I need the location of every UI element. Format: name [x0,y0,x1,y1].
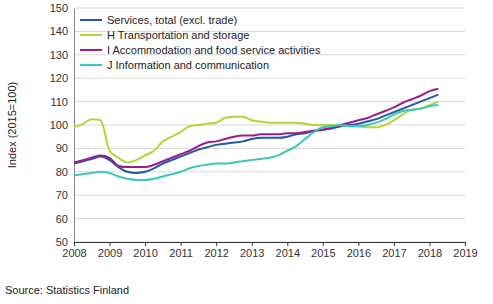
x-tick-label: 2011 [169,247,193,259]
series-line [74,89,438,167]
x-tick: 2014 [276,242,300,259]
legend-swatch [80,19,102,21]
legend-item: H Transportation and storage [80,29,249,41]
legend-swatch [80,34,102,36]
grid [74,8,465,242]
y-tick: 80 [56,166,74,178]
plot: 5060708090100110120130140150200820092010… [50,2,478,259]
x-tick-label: 2016 [347,247,371,259]
x-tick-mark [145,242,146,246]
y-axis-line [74,9,75,243]
x-tick-mark [74,242,75,246]
x-tick-mark [252,242,253,246]
x-tick: 2015 [311,242,335,259]
y-tick-label: 70 [56,189,68,201]
y-tick: 70 [56,189,74,201]
x-tick: 2012 [204,242,228,259]
grid-line [74,218,465,219]
x-tick-label: 2008 [62,247,86,259]
y-tick: 120 [50,72,74,84]
x-tick: 2011 [169,242,193,259]
x-tick-mark [429,242,430,246]
x-tick-mark [216,242,217,246]
chart: 5060708090100110120130140150200820092010… [0,0,493,304]
y-tick-label: 120 [50,72,68,84]
legend-item: J Information and communication [80,59,269,71]
legend-item: I Accommodation and food service activit… [80,44,321,56]
x-tick-mark [287,242,288,246]
x-tick-mark [394,242,395,246]
y-tick: 100 [50,119,74,131]
y-tick-label: 60 [56,213,68,225]
x-tick-mark [358,242,359,246]
x-tick-mark [110,242,111,246]
x-tick: 2018 [418,242,442,259]
x-axis: 2008 2009 2010 2011 2012 2013 2014 2015 2016 2017… [62,242,477,259]
x-tick-mark [323,242,324,246]
legend: Services, total (excl. trade) H Transport… [80,14,321,71]
grid-line [74,148,465,149]
legend-label: I Accommodation and food service activit… [107,44,321,56]
y-tick: 60 [56,213,74,225]
x-tick: 2016 [347,242,371,259]
series-line [74,95,438,173]
y-tick-label: 150 [50,2,68,14]
legend-swatch [80,64,102,66]
x-tick-mark [465,242,466,246]
grid-line [74,125,465,126]
y-tick: 150 [50,2,74,14]
x-tick: 2008 [62,242,86,259]
legend-label: J Information and communication [107,59,269,71]
legend-label: H Transportation and storage [107,29,249,41]
x-tick-label: 2017 [382,247,406,259]
y-tick-label: 90 [56,142,68,154]
legend-item: Services, total (excl. trade) [80,14,237,26]
y-axis: 5060708090100110120130140150 [50,2,75,248]
x-tick-label: 2013 [240,247,264,259]
y-tick-label: 130 [50,49,68,61]
x-tick-label: 2014 [276,247,300,259]
x-axis-line [75,243,466,247]
y-tick: 130 [50,49,74,61]
y-tick: 110 [50,96,74,108]
x-tick-label: 2010 [133,247,157,259]
x-tick-label: 2015 [311,247,335,259]
y-tick-label: 140 [50,25,68,37]
grid-line [74,78,465,79]
x-tick: 2017 [382,242,406,259]
source-note: Source: Statistics Finland [5,284,129,296]
x-tick-mark [181,242,182,246]
lines [74,89,438,180]
x-tick-label: 2019 [453,247,477,259]
series-line [74,105,438,180]
legend-label: Services, total (excl. trade) [107,14,237,26]
y-tick: 90 [56,142,74,154]
grid-line [74,195,465,196]
legend-swatch [80,49,102,51]
y-tick-label: 100 [50,119,68,131]
y-tick: 140 [50,25,74,37]
y-axis-title: Index (2015=100) [6,82,18,169]
y-tick-label: 80 [56,166,68,178]
x-tick-label: 2009 [98,247,122,259]
x-tick: 2013 [240,242,264,259]
x-tick: 2010 [133,242,157,259]
y-tick-label: 110 [50,96,68,108]
x-tick: 2009 [98,242,122,259]
x-tick-label: 2012 [204,247,228,259]
grid-line [74,8,465,9]
x-tick-label: 2018 [418,247,442,259]
x-tick: 2019 [453,242,477,259]
